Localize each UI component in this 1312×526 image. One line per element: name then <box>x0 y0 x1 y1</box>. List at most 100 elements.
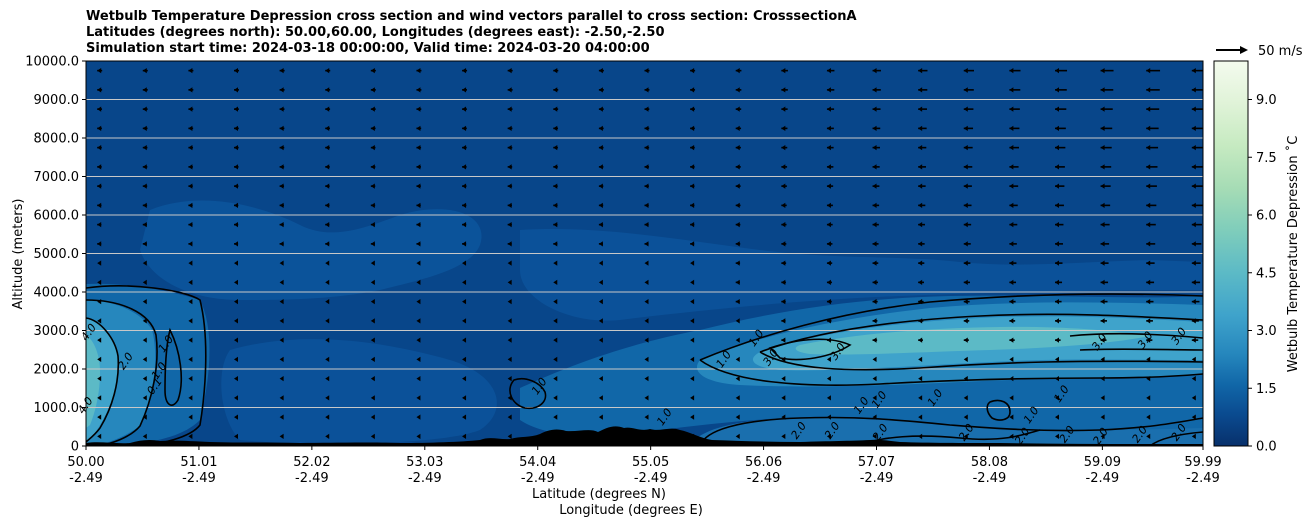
contour-right-outer-top <box>699 293 1203 361</box>
wind-arrow <box>872 222 879 228</box>
wind-arrow <box>553 318 558 324</box>
x-tick-label-lon: -2.49 <box>521 471 555 486</box>
wind-arrow <box>188 299 193 305</box>
wind-arrow <box>142 87 148 93</box>
wind-arrow <box>188 414 193 420</box>
wind-arrow <box>1146 125 1159 131</box>
wind-arrow <box>1100 202 1111 208</box>
y-tick-label: 5000.0 <box>34 247 80 262</box>
wind-arrow <box>598 376 603 382</box>
contour-right-inner-3 <box>1079 348 1203 351</box>
wind-arrow <box>279 241 284 247</box>
fill-layer <box>86 200 1203 446</box>
colorbar-tick-label: 0.0 <box>1256 440 1277 455</box>
wind-arrow <box>644 241 649 247</box>
wind-arrow <box>188 106 194 112</box>
wind-arrow <box>97 202 102 208</box>
wind-arrow <box>507 337 512 343</box>
wind-arrow <box>826 106 835 112</box>
x-tick-label-lon: -2.49 <box>860 471 894 486</box>
wind-arrow <box>963 395 968 401</box>
wind-arrow <box>1009 318 1016 324</box>
wind-vectors <box>97 68 1203 439</box>
wind-arrow <box>325 183 330 189</box>
wind-arrow <box>690 87 696 93</box>
wind-arrow <box>1100 183 1111 189</box>
wind-arrow <box>735 145 741 151</box>
wind-arrow <box>735 68 742 74</box>
wind-arrow <box>416 414 421 420</box>
wind-arrow <box>142 356 147 362</box>
wind-arrow <box>1054 260 1063 266</box>
wind-arrow <box>370 202 376 208</box>
wind-arrow <box>462 87 468 93</box>
wind-arrow <box>188 145 194 151</box>
wind-arrow <box>872 260 879 266</box>
wind-arrow <box>598 145 604 151</box>
wind-arrow <box>507 356 512 362</box>
wind-arrow <box>1054 183 1065 189</box>
wind-arrow <box>462 356 467 362</box>
x-tick-label-lon: -2.49 <box>973 471 1007 486</box>
wind-arrow <box>598 164 604 170</box>
wind-arrow <box>735 356 740 362</box>
wind-arrow <box>1191 414 1196 420</box>
wind-arrow <box>416 376 421 382</box>
wind-arrow <box>97 318 102 324</box>
wind-arrow <box>1146 106 1160 112</box>
wind-arrow <box>735 299 740 305</box>
y-tick-label: 8000.0 <box>34 132 80 147</box>
wind-arrow <box>188 260 193 266</box>
x-tick-label-lon: -2.49 <box>1186 471 1220 486</box>
wind-arrow <box>963 68 974 74</box>
wind-arrow <box>462 145 467 151</box>
wind-arrow <box>279 222 284 228</box>
wind-arrow <box>826 318 832 324</box>
wind-arrow <box>644 68 650 74</box>
wind-arrow <box>1054 164 1065 170</box>
wind-arrow <box>644 337 649 343</box>
wind-arrow <box>690 241 695 247</box>
wind-arrow <box>781 395 786 401</box>
wind-arrow <box>963 279 971 285</box>
wind-arrow <box>735 106 742 112</box>
wind-arrow <box>872 299 878 305</box>
wind-arrow <box>690 318 695 324</box>
chart-title-line-1: Wetbulb Temperature Depression cross sec… <box>86 9 857 24</box>
wind-arrow <box>781 164 788 170</box>
wind-arrow <box>1191 164 1203 170</box>
wind-arrow <box>690 164 695 170</box>
wind-arrow <box>416 337 421 343</box>
wind-arrow <box>553 414 558 420</box>
wind-arrow <box>234 356 239 362</box>
wind-arrow <box>1009 222 1018 228</box>
wind-arrow <box>598 279 603 285</box>
wind-arrow <box>142 241 147 247</box>
wind-arrow <box>918 145 927 151</box>
wind-arrow <box>1100 241 1110 247</box>
wind-arrow <box>826 376 831 382</box>
wind-arrow <box>234 395 239 401</box>
wind-arrow <box>416 164 421 170</box>
x-axis-label-longitude: Longitude (degrees E) <box>559 503 703 518</box>
wind-arrow <box>234 260 239 266</box>
wind-arrow <box>142 318 147 324</box>
wind-arrow <box>279 299 284 305</box>
wind-arrow <box>507 395 512 401</box>
y-tick-label: 1000.0 <box>34 401 80 416</box>
wind-arrow <box>325 337 330 343</box>
wind-arrow <box>963 433 968 439</box>
wind-arrow <box>1146 318 1153 324</box>
wind-arrow <box>142 299 147 305</box>
wind-arrow <box>598 202 604 208</box>
wind-arrow <box>963 299 970 305</box>
wind-arrow <box>1009 433 1014 439</box>
wind-arrow <box>325 433 330 439</box>
wind-reference-label: 50 m/s <box>1258 44 1303 59</box>
wind-arrow <box>826 145 834 151</box>
wind-arrow <box>690 260 695 266</box>
colorbar-tick-label: 6.0 <box>1256 209 1277 224</box>
wind-arrow <box>644 260 649 266</box>
wind-arrow <box>188 337 193 343</box>
wind-arrow <box>1146 299 1154 305</box>
